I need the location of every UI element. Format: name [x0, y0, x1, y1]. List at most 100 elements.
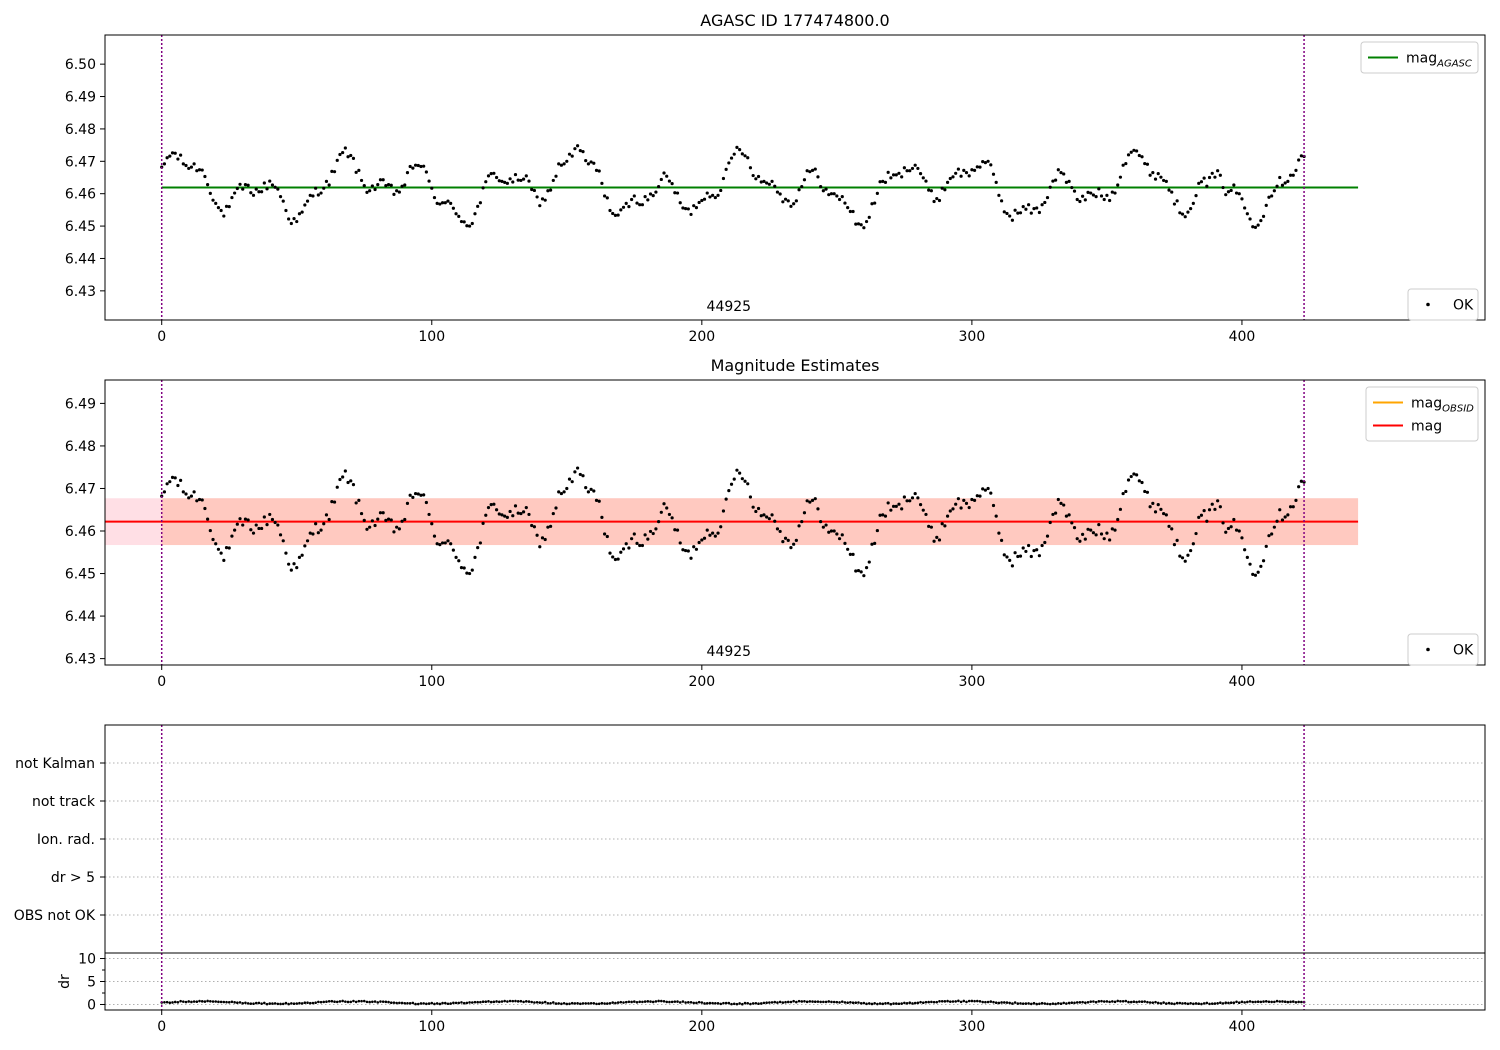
ok-point: [527, 512, 531, 517]
ok-point: [335, 485, 339, 489]
ok-point: [1083, 537, 1087, 541]
dr-point: [227, 1000, 231, 1004]
ok-point: [233, 528, 237, 532]
ok-point: [594, 498, 599, 502]
ok-point: [1110, 527, 1114, 531]
ok-point: [486, 506, 491, 510]
ok-point: [1164, 179, 1168, 183]
ok-point: [1091, 193, 1096, 197]
dr-point: [589, 1001, 593, 1005]
dr-point: [546, 1001, 550, 1005]
dr-point: [703, 1002, 706, 1005]
ok-point: [179, 153, 183, 157]
dr-point: [708, 1001, 712, 1005]
ok-point: [481, 521, 485, 525]
dr-point: [622, 1001, 625, 1004]
ok-point: [1005, 555, 1009, 559]
dr-point: [198, 999, 201, 1003]
ok-point: [292, 562, 296, 566]
dr-point: [743, 1001, 747, 1005]
ok-point: [1243, 206, 1247, 210]
ok-point: [945, 514, 950, 518]
ok-point: [573, 147, 577, 151]
ok-point: [243, 517, 248, 521]
dr-point: [1186, 1002, 1190, 1006]
ok-point: [1170, 190, 1174, 194]
ok-point: [1078, 539, 1082, 543]
dr-point: [425, 1002, 428, 1006]
ok-point: [424, 170, 428, 174]
dr-point: [738, 1002, 741, 1005]
ok-point: [327, 183, 331, 187]
ok-point: [918, 172, 923, 176]
dr-point: [1035, 1002, 1039, 1006]
ok-point: [786, 538, 790, 542]
ok-point: [462, 220, 466, 224]
ok-point: [640, 203, 645, 207]
dr-point: [1048, 1002, 1052, 1006]
dr-point: [433, 1002, 436, 1006]
dr-point: [768, 1001, 771, 1004]
ok-point: [867, 215, 871, 219]
ok-point: [975, 165, 979, 169]
ok-point: [497, 179, 501, 183]
ok-point: [192, 490, 196, 494]
dr-point: [624, 1000, 628, 1004]
ok-point: [986, 486, 990, 491]
dr-point: [932, 1000, 936, 1004]
dr-point: [660, 999, 663, 1003]
ok-point: [508, 177, 512, 181]
dr-point: [1016, 1002, 1020, 1005]
ok-point: [1032, 206, 1036, 211]
dr-point: [770, 1001, 774, 1004]
ok-point: [300, 210, 304, 214]
y-tick-label: 6.48: [65, 439, 96, 455]
dr-point: [778, 1000, 782, 1004]
ok-point: [430, 522, 434, 526]
dr-point: [1151, 1001, 1155, 1004]
obsid-annotation: 44925: [707, 644, 752, 660]
ok-point: [554, 174, 558, 178]
y-tick-label: 6.44: [65, 609, 96, 625]
ok-point: [959, 506, 963, 510]
ok-point: [792, 202, 796, 206]
ok-point: [881, 179, 885, 183]
dr-point: [1084, 1001, 1087, 1004]
ok-point: [570, 480, 574, 484]
ok-point: [411, 495, 415, 500]
dr-point: [908, 1001, 912, 1005]
ok-point: [684, 548, 688, 553]
ok-point: [1124, 161, 1128, 166]
ok-point: [551, 178, 555, 183]
ok-point: [187, 166, 191, 171]
ok-point: [632, 194, 636, 198]
ok-point: [603, 532, 607, 536]
flag-category-label: OBS not OK: [14, 908, 96, 924]
ok-point: [986, 159, 990, 163]
dr-point: [281, 1002, 285, 1006]
ok-point: [219, 208, 223, 213]
dr-point: [203, 1000, 207, 1003]
ok-point: [341, 150, 345, 155]
ok-point: [662, 171, 666, 175]
dr-point: [279, 1002, 282, 1006]
x-tick-label: 0: [157, 674, 166, 690]
dr-point: [225, 1000, 228, 1004]
ok-point: [1172, 543, 1177, 547]
ok-point: [797, 524, 801, 528]
ok-point: [246, 518, 250, 522]
axes-frame: [104, 379, 1486, 666]
ok-point: [897, 502, 901, 506]
dr-point: [759, 1002, 763, 1005]
ok-point: [578, 472, 582, 477]
ok-point: [405, 171, 410, 175]
ok-point: [508, 509, 512, 514]
ok-point: [470, 568, 474, 572]
ok-point: [697, 540, 701, 545]
dr-point: [1102, 1000, 1106, 1003]
ok-point: [354, 170, 358, 174]
ok-point: [1272, 525, 1276, 529]
dr-point: [560, 1002, 563, 1006]
ok-point: [473, 212, 477, 216]
ok-point: [470, 221, 474, 226]
